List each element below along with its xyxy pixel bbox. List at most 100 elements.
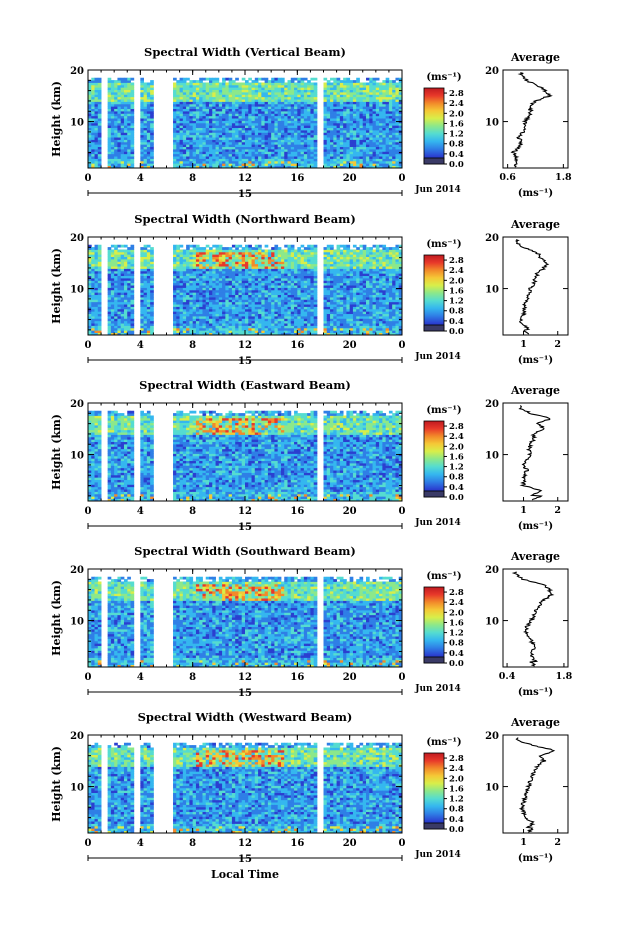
heatmap-cell [88,127,92,131]
heatmap-cell [205,153,210,157]
heatmap-cell [369,80,373,83]
heatmap-cell [258,287,262,291]
heatmap-cell [326,96,331,100]
heatmap-cell [182,275,187,279]
heatmap-cell [395,129,400,133]
heatmap-cell [222,256,226,260]
heatmap-cell [326,151,331,155]
heatmap-cell [222,299,226,303]
heatmap-cell [222,134,226,138]
heatmap-cell [205,137,210,140]
heatmap-cell [176,108,180,112]
heatmap-cell [195,110,200,114]
heatmap-cell [173,249,177,253]
heatmap-cell [182,266,187,269]
heatmap-cell [245,108,249,112]
heatmap-cell [205,106,210,110]
heatmap-cell [189,132,194,136]
heatmap-cell [352,139,357,143]
heatmap-cell [258,330,262,334]
heatmap-cell [199,275,203,279]
heatmap-cell [123,285,128,288]
heatmap-cell [202,101,207,105]
heatmap-cell [205,270,210,274]
heatmap-cell [369,163,373,167]
heatmap-cell [228,113,233,117]
heatmap-cell [150,299,154,303]
heatmap-cell [339,153,344,157]
heatmap-cell [323,156,328,159]
heatmap-cell [182,327,187,331]
heatmap-cell [251,80,256,83]
heatmap-cell [251,139,256,143]
heatmap-cell [110,308,115,312]
heatmap-cell [97,80,102,83]
heatmap-cell [205,122,210,126]
heatmap-cell [349,94,354,98]
heatmap-cell [130,254,135,258]
heatmap-cell [238,323,243,326]
heatmap-cell [392,158,396,162]
colorbar-tick-label: 0.0 [449,160,464,170]
heatmap-cell [330,96,334,100]
heatmap-cell [271,110,275,114]
heatmap-cell [117,306,122,310]
heatmap-cell [120,292,125,296]
heatmap-cell [326,163,331,167]
heatmap-cell [395,77,400,81]
heatmap-cell [228,132,233,136]
heatmap-cell [346,84,351,88]
heatmap-cell [369,82,373,86]
heatmap-cell [395,132,400,136]
heatmap-cell [202,316,207,319]
heatmap-cell [120,320,125,324]
heatmap-cell [303,101,308,105]
heatmap-cell [212,277,216,281]
heatmap-cell [274,101,279,105]
heatmap-cell [215,273,220,277]
heatmap-cell [88,153,92,157]
heatmap-cell [356,80,360,83]
heatmap-cell [130,306,135,310]
heatmap-cell [241,151,246,155]
heatmap-cell [91,282,95,286]
heatmap-cell [261,261,266,265]
heatmap-cell [199,287,203,291]
heatmap-cell [173,106,177,110]
heatmap-cell [127,106,131,110]
heatmap-cell [195,258,200,262]
heatmap-cell [248,94,252,98]
heatmap-cell [248,258,252,262]
heatmap-cell [267,151,272,155]
heatmap-cell [173,94,177,98]
heatmap-cell [195,294,200,298]
heatmap-cell [359,137,364,140]
heatmap-cell [258,160,262,164]
heatmap-cell [127,308,131,312]
heatmap-cell [290,96,295,100]
heatmap-cell [182,273,187,277]
heatmap-cell [310,165,315,169]
heatmap-cell [182,120,187,124]
heatmap-cell [195,304,200,307]
heatmap-cell [228,316,233,319]
heatmap-cell [280,146,285,150]
heatmap-cell [264,285,269,288]
heatmap-cell [326,127,331,131]
heatmap-cell [254,306,259,310]
heatmap-cell [215,158,220,162]
heatmap-cell [336,110,341,114]
heatmap-cell [280,118,285,121]
heatmap-cell [176,289,180,293]
heatmap-cell [146,158,151,162]
heatmap-cell [366,103,370,107]
heatmap-cell [107,129,112,133]
heatmap-cell [392,153,396,157]
heatmap-cell [225,247,230,250]
heatmap-cell [110,323,115,326]
heatmap-cell [202,289,207,293]
heatmap-cell [245,323,249,326]
heatmap-cell [189,261,194,265]
heatmap-cell [254,244,259,248]
heatmap-cell [346,82,351,86]
